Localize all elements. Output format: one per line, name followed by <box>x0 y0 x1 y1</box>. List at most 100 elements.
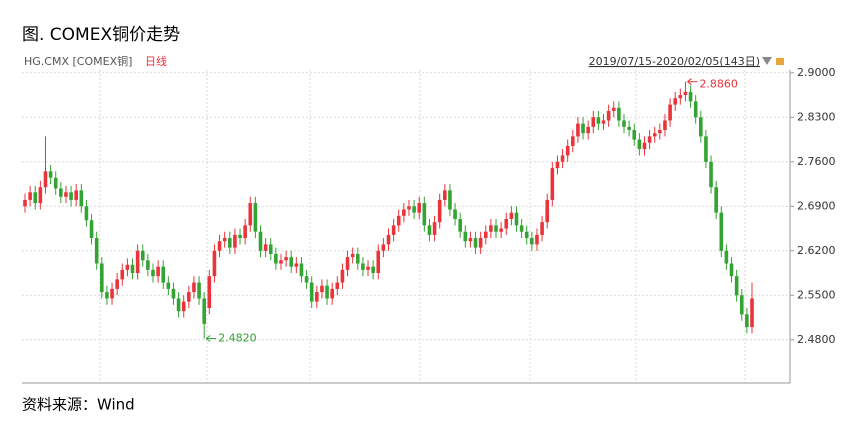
candle-body <box>386 234 391 245</box>
y-tick-label: 2.6200 <box>797 244 836 257</box>
candle-body <box>745 314 749 328</box>
candle-body <box>212 250 217 277</box>
vertical-grid <box>99 70 746 383</box>
candle-body <box>473 238 478 248</box>
date-range: 2019/07/15-2020/02/05(143日) <box>589 55 760 68</box>
candle-body <box>601 120 606 124</box>
candle-body <box>468 238 473 242</box>
candle-body <box>678 95 683 99</box>
candle-body <box>28 192 32 200</box>
candle-body <box>207 276 212 308</box>
candle-body <box>120 269 125 280</box>
y-tick-label: 2.5500 <box>797 288 836 301</box>
candle-body <box>514 212 519 226</box>
candle-body <box>504 219 509 229</box>
candle-body <box>84 206 89 221</box>
candle-body <box>355 253 360 264</box>
candle-body <box>565 145 570 156</box>
candle-body <box>325 285 329 299</box>
candle-body <box>284 257 288 261</box>
candle-body <box>571 136 575 146</box>
candle-body <box>59 188 63 197</box>
candle-body <box>739 295 744 315</box>
candle-body <box>499 228 503 232</box>
candle-body <box>315 292 319 302</box>
candle-body <box>243 225 247 239</box>
candle-body <box>222 238 227 242</box>
candle-body <box>719 212 724 251</box>
candle-body <box>668 104 672 121</box>
candle-body <box>437 199 442 223</box>
candle-body <box>335 282 340 289</box>
candle-body <box>417 203 422 213</box>
candle-body <box>724 250 729 264</box>
candle-body <box>463 231 468 242</box>
candle-body <box>560 155 565 162</box>
candle-body <box>581 123 585 134</box>
candle-body <box>545 199 550 223</box>
candle-body <box>704 136 708 162</box>
candle-body <box>627 126 631 131</box>
candle-body <box>181 301 186 312</box>
candle-body <box>268 244 273 254</box>
candle-body <box>376 250 381 274</box>
candle-body <box>304 276 309 283</box>
candle-body <box>69 192 73 200</box>
candle-body <box>412 206 416 213</box>
candle-body <box>688 91 693 102</box>
candle-body <box>151 269 155 277</box>
candle-body <box>166 282 171 289</box>
candle-body <box>478 238 483 248</box>
candle-body <box>709 161 713 188</box>
candle-body <box>130 264 135 274</box>
candle-body <box>458 219 462 232</box>
candle-body <box>192 282 196 293</box>
candle-body <box>647 136 652 143</box>
candle-body <box>217 241 222 251</box>
candle-body <box>279 260 283 264</box>
candle-body <box>274 253 278 264</box>
candle-body <box>391 225 396 235</box>
candle-body <box>156 266 160 277</box>
candle-body <box>673 98 678 105</box>
candle-body <box>361 263 365 270</box>
chart-title: 图. COMEX铜价走势 <box>22 25 180 45</box>
candle-body <box>550 168 555 200</box>
candle-body <box>115 279 119 289</box>
candle-body <box>535 234 539 245</box>
candle-body <box>448 190 452 210</box>
y-tick-label: 2.4800 <box>797 333 836 346</box>
candle-body <box>489 225 493 232</box>
candle-body <box>135 250 140 274</box>
candle-body <box>591 117 596 127</box>
candle-body <box>606 110 611 121</box>
candle-body <box>637 139 642 150</box>
candle-body <box>714 187 718 213</box>
candle-body <box>320 285 324 293</box>
candle-body <box>38 187 43 204</box>
candle-body <box>699 117 703 137</box>
candle-body <box>253 203 258 232</box>
candle-body <box>89 220 94 239</box>
candle-body <box>524 231 529 239</box>
candle-body <box>509 212 514 219</box>
candle-body <box>258 231 263 251</box>
candle-body <box>663 120 667 131</box>
candle-body <box>74 190 78 200</box>
candle-body <box>227 238 232 248</box>
candle-body <box>519 225 524 232</box>
candle-body <box>596 117 601 124</box>
candle-body <box>632 130 637 140</box>
candle-body <box>693 101 698 118</box>
candle-body <box>197 282 201 299</box>
candle-body <box>750 298 754 328</box>
y-tick-label: 2.7600 <box>797 155 836 168</box>
candle-body <box>238 234 242 239</box>
candle-body <box>330 288 334 299</box>
source-note: 资料来源：Wind <box>22 396 135 414</box>
candle-body <box>202 298 206 324</box>
candle-body <box>233 234 237 248</box>
candle-body <box>622 120 626 127</box>
dropdown-icon <box>762 57 772 65</box>
